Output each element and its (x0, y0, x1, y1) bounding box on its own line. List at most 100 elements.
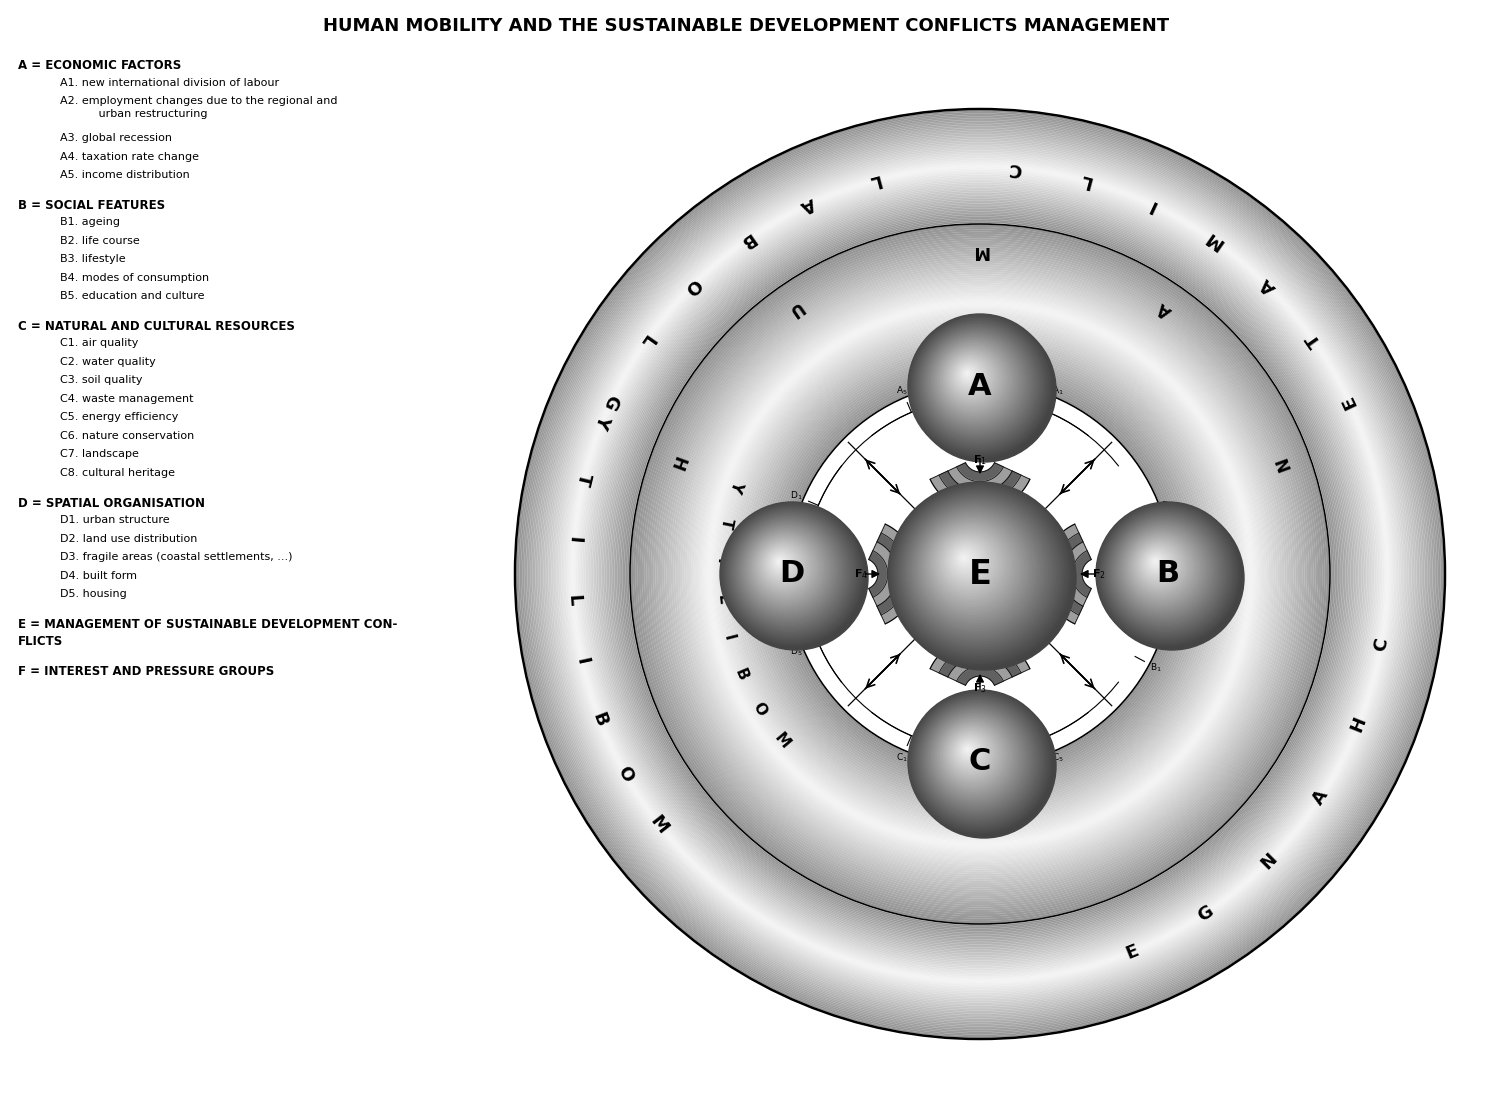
Circle shape (1100, 506, 1244, 649)
Circle shape (1110, 517, 1219, 625)
Circle shape (1104, 509, 1229, 635)
Text: C3. soil quality: C3. soil quality (60, 375, 143, 385)
Text: B$_5$: B$_5$ (1161, 499, 1173, 512)
Circle shape (940, 346, 1006, 411)
Circle shape (952, 734, 988, 770)
Circle shape (956, 363, 982, 388)
Polygon shape (1062, 541, 1088, 606)
Circle shape (913, 694, 1046, 828)
Circle shape (938, 345, 1007, 413)
Polygon shape (1043, 525, 1079, 624)
Circle shape (909, 690, 1052, 834)
Circle shape (1100, 505, 1235, 642)
Circle shape (1125, 531, 1198, 604)
Circle shape (931, 714, 1018, 800)
Text: C5. energy efficiency: C5. energy efficiency (60, 412, 179, 422)
Circle shape (901, 496, 1053, 647)
Circle shape (952, 359, 988, 394)
Circle shape (916, 321, 1041, 448)
Circle shape (947, 354, 995, 401)
Circle shape (932, 339, 1016, 422)
Circle shape (724, 505, 859, 642)
Text: D3. fragile areas (coastal settlements, ...): D3. fragile areas (coastal settlements, … (60, 553, 292, 563)
Text: A1. new international division of labour: A1. new international division of labour (60, 78, 279, 88)
Circle shape (1101, 507, 1234, 639)
Circle shape (758, 540, 809, 590)
Circle shape (773, 555, 788, 569)
Polygon shape (930, 637, 1029, 673)
Text: L: L (715, 594, 730, 605)
Circle shape (934, 341, 1013, 420)
Circle shape (924, 706, 1028, 811)
Polygon shape (877, 532, 907, 615)
Text: B5. education and culture: B5. education and culture (60, 291, 204, 301)
Circle shape (946, 540, 988, 582)
Polygon shape (947, 656, 1012, 681)
Text: HUMAN MOBILITY AND THE SUSTAINABLE DEVELOPMENT CONFLICTS MANAGEMENT: HUMAN MOBILITY AND THE SUSTAINABLE DEVEL… (322, 17, 1170, 35)
Text: B: B (1156, 559, 1180, 588)
Circle shape (762, 545, 803, 585)
Circle shape (1119, 526, 1206, 612)
Circle shape (932, 715, 1016, 798)
Circle shape (768, 550, 794, 576)
Text: F$_3$: F$_3$ (973, 681, 988, 695)
Circle shape (756, 539, 810, 593)
Text: B: B (733, 666, 750, 683)
Circle shape (964, 746, 971, 753)
Text: C4. waste management: C4. waste management (60, 394, 194, 404)
Text: Y: Y (728, 478, 746, 494)
Circle shape (761, 544, 804, 587)
Circle shape (934, 527, 1007, 600)
Circle shape (924, 518, 1021, 615)
Circle shape (1149, 555, 1164, 569)
Circle shape (919, 325, 1035, 441)
Text: L: L (867, 170, 882, 190)
Circle shape (964, 370, 971, 378)
Circle shape (941, 724, 1003, 785)
Circle shape (1112, 518, 1216, 623)
Circle shape (961, 556, 967, 560)
Circle shape (742, 525, 833, 614)
Circle shape (764, 546, 800, 583)
Text: A$_5$: A$_5$ (897, 384, 909, 397)
Circle shape (913, 319, 1046, 451)
Circle shape (1150, 557, 1161, 567)
Circle shape (1120, 527, 1204, 609)
Text: F$_1$: F$_1$ (973, 453, 988, 467)
Circle shape (1126, 532, 1195, 602)
Text: H: H (665, 453, 688, 473)
Text: C: C (1009, 158, 1024, 177)
Circle shape (1135, 541, 1183, 588)
Text: I: I (713, 558, 730, 565)
Circle shape (889, 483, 1070, 663)
Text: M: M (971, 242, 988, 260)
Circle shape (1109, 516, 1220, 627)
Text: F$_4$: F$_4$ (853, 567, 868, 580)
Text: A3. global recession: A3. global recession (60, 133, 172, 143)
Circle shape (915, 508, 1034, 628)
Text: F$_2$: F$_2$ (1092, 567, 1106, 580)
Circle shape (944, 727, 1000, 781)
Text: C1. air quality: C1. air quality (60, 339, 139, 349)
Circle shape (1132, 539, 1188, 593)
Circle shape (767, 549, 797, 578)
Circle shape (935, 342, 1012, 418)
Circle shape (941, 348, 1003, 409)
Circle shape (958, 740, 980, 762)
Circle shape (746, 528, 825, 608)
Circle shape (931, 526, 1010, 604)
Circle shape (755, 537, 813, 595)
Circle shape (727, 508, 855, 637)
Circle shape (722, 504, 862, 644)
Text: C$_5$: C$_5$ (1052, 751, 1064, 764)
Text: I: I (564, 536, 583, 544)
Circle shape (958, 551, 971, 566)
Circle shape (943, 537, 994, 587)
Circle shape (918, 323, 1040, 446)
Circle shape (1131, 537, 1189, 595)
Text: A: A (1155, 299, 1176, 321)
Circle shape (937, 531, 1001, 596)
Circle shape (728, 509, 853, 635)
Circle shape (922, 705, 1031, 813)
Circle shape (776, 558, 783, 565)
